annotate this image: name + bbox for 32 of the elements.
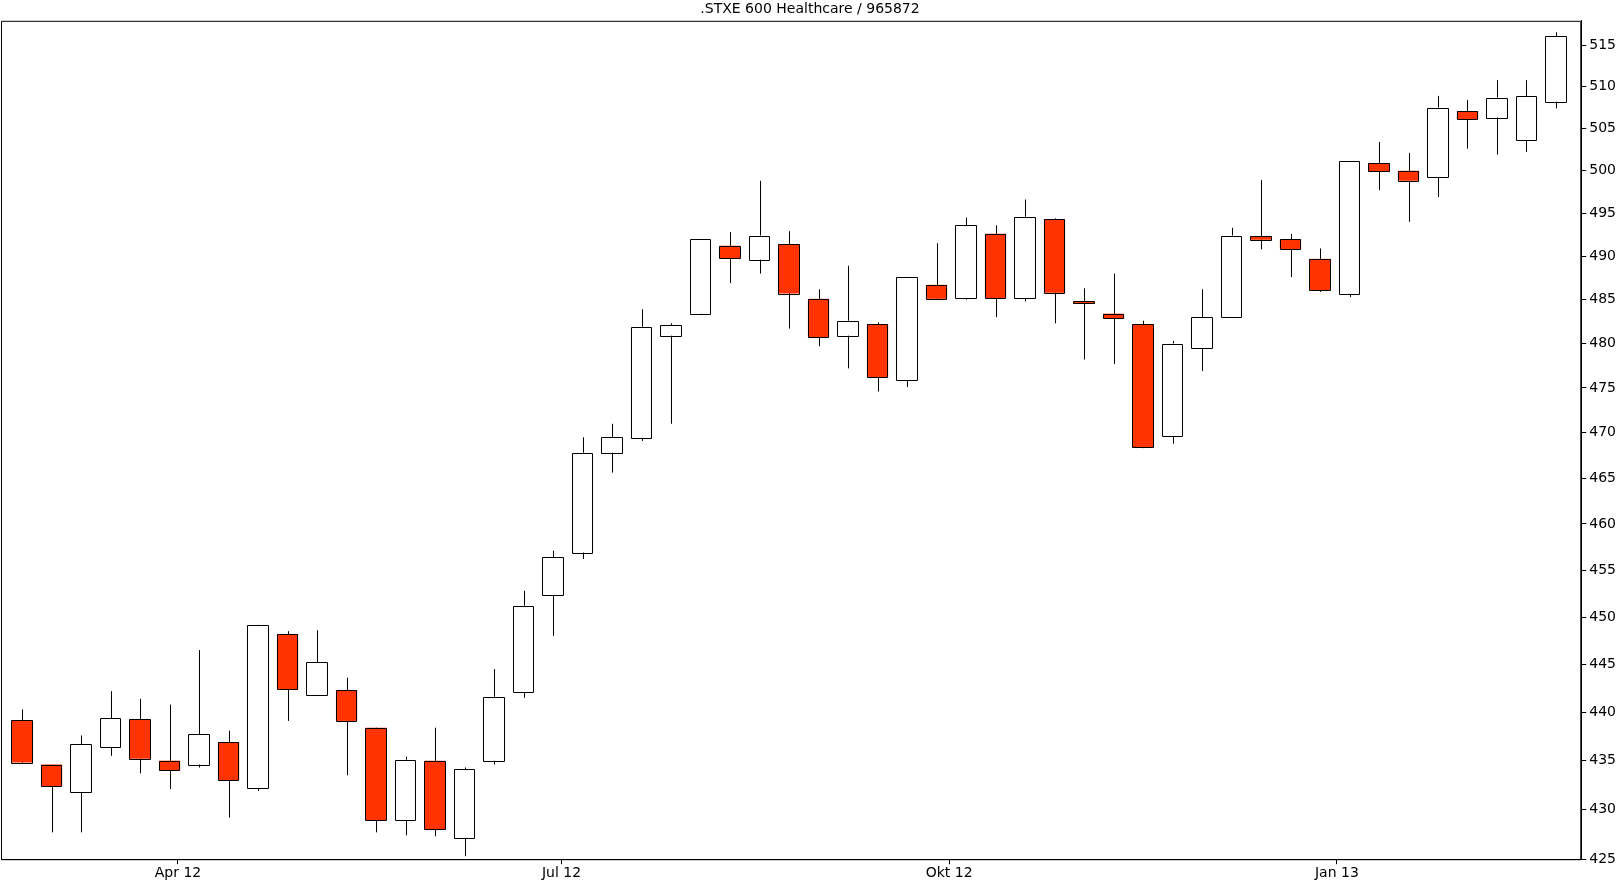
y-tick-label: 435 <box>1589 751 1617 768</box>
x-tick-label: Okt 12 <box>925 864 973 881</box>
y-tick-label: 470 <box>1589 423 1617 440</box>
y-tick-label: 440 <box>1589 702 1617 719</box>
y-tick-label: 465 <box>1589 468 1617 485</box>
y-tick-label: 480 <box>1589 334 1617 351</box>
candlestick <box>40 764 63 833</box>
y-tick-label: 430 <box>1589 800 1617 817</box>
y-tick-label: 475 <box>1589 378 1617 395</box>
candlestick <box>1102 273 1125 365</box>
y-tick-label: 495 <box>1589 203 1617 220</box>
candlestick <box>1456 99 1479 150</box>
y-tick-label: 510 <box>1589 77 1617 94</box>
y-tick-label: 455 <box>1589 560 1617 577</box>
candlestick <box>1073 287 1095 361</box>
chart-title: .STXE 600 Healthcare / 965872 <box>700 0 920 17</box>
x-tick-label: Jan 13 <box>1313 864 1359 881</box>
y-tick-label: 460 <box>1589 514 1617 531</box>
y-tick-label: 515 <box>1589 36 1617 53</box>
y-tick-label: 500 <box>1589 161 1617 178</box>
y-tick-label: 485 <box>1589 290 1617 307</box>
candlestick <box>1279 233 1302 278</box>
candlestick <box>1368 141 1390 191</box>
y-tick-label: 450 <box>1589 607 1617 624</box>
y-tick-label: 445 <box>1589 655 1617 672</box>
candlestick <box>158 704 181 790</box>
y-tick-label: 505 <box>1589 119 1617 136</box>
x-tick-label: Apr 12 <box>154 864 202 881</box>
candlestick <box>601 423 623 474</box>
x-tick-label: Jul 12 <box>540 864 582 881</box>
y-tick-label: 490 <box>1589 246 1617 263</box>
y-tick-label: 425 <box>1589 849 1617 866</box>
